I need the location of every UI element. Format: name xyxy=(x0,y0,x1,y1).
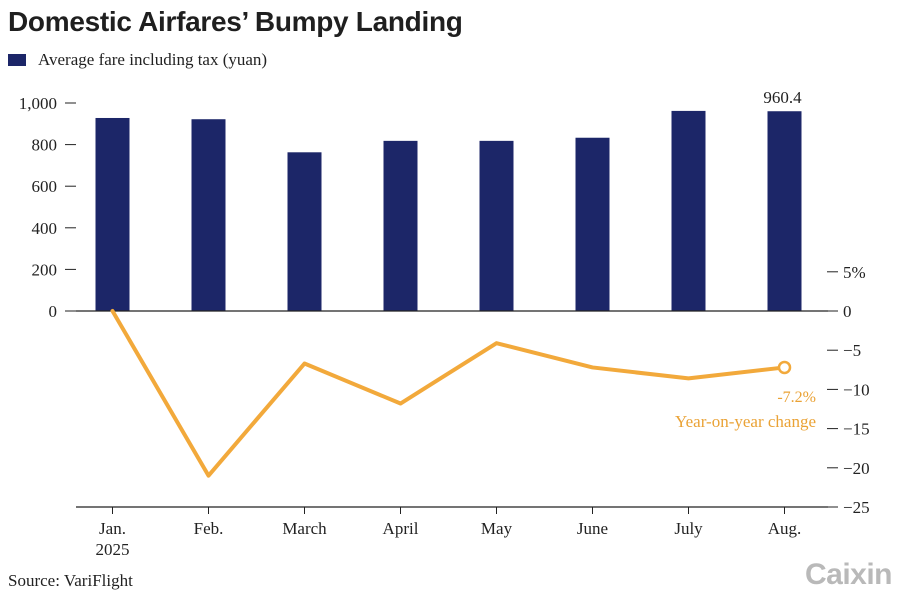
caixin-logo: Caixin xyxy=(804,558,893,591)
x-tick-sublabel-0: 2025 xyxy=(96,540,130,559)
bar-feb xyxy=(191,119,226,311)
bar-march xyxy=(287,152,322,311)
legend-label-bar: Average fare including tax (yuan) xyxy=(38,50,268,69)
right-tick-label-4: −15 xyxy=(843,420,870,439)
bar-june xyxy=(575,137,610,311)
x-tick-label-6: July xyxy=(674,519,703,538)
left-tick-label-5: 1,000 xyxy=(19,94,57,113)
x-tick-label-0: Jan. xyxy=(99,519,126,538)
right-tick-label-0: 5% xyxy=(843,263,866,282)
left-tick-label-0: 0 xyxy=(49,302,58,321)
line-series-label: Year-on-year change xyxy=(675,412,816,431)
left-tick-label-4: 800 xyxy=(32,136,58,155)
source-note: Source: VariFlight xyxy=(8,571,133,590)
bar-aug xyxy=(767,111,802,311)
x-tick-label-5: June xyxy=(577,519,608,538)
x-tick-label-3: April xyxy=(383,519,419,538)
bar-july xyxy=(671,110,706,312)
yoy-end-marker xyxy=(777,360,792,375)
x-tick-label-4: May xyxy=(481,519,513,538)
right-tick-label-5: −20 xyxy=(843,459,870,478)
left-tick-label-3: 600 xyxy=(32,177,58,196)
left-tick-label-2: 400 xyxy=(32,219,58,238)
bar-april xyxy=(383,140,418,311)
chart-title: Domestic Airfares’ Bumpy Landing xyxy=(8,6,463,37)
bar-may xyxy=(479,140,514,311)
last-line-value-label: -7.2% xyxy=(777,389,816,406)
bar-jan xyxy=(95,117,130,311)
left-tick-label-1: 200 xyxy=(32,260,58,279)
legend: Average fare including tax (yuan) xyxy=(8,50,267,70)
right-tick-label-2: −5 xyxy=(843,341,861,360)
x-tick-label-1: Feb. xyxy=(194,519,224,538)
x-tick-label-7: Aug. xyxy=(768,519,802,538)
x-tick-label-2: March xyxy=(282,519,327,538)
legend-swatch-bar xyxy=(8,54,26,66)
yoy-change-line xyxy=(110,309,787,478)
last-bar-value-label: 960.4 xyxy=(763,88,802,107)
right-tick-label-3: −10 xyxy=(843,380,870,399)
right-tick-label-6: −25 xyxy=(843,498,870,517)
right-tick-label-1: 0 xyxy=(843,302,852,321)
